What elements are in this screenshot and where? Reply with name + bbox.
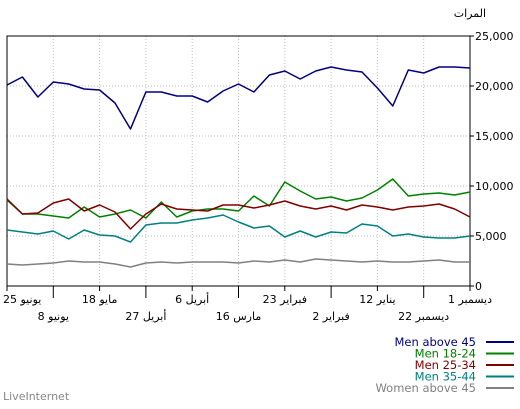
y-tick-label: 25,000 (475, 30, 514, 43)
x-tick-label: 2 فبراير (312, 310, 349, 323)
x-tick-label: 18 مايو (82, 293, 118, 306)
y-tick-label: 20,000 (475, 80, 514, 93)
series-line-3 (6, 198, 471, 230)
series-line-4 (6, 214, 471, 243)
y-tick-label: 15,000 (475, 130, 514, 143)
series-lines (6, 66, 471, 268)
x-tick-label: 12 يناير (359, 293, 395, 306)
legend-label: Men 35-44 (415, 370, 476, 384)
y-axis: 0 5,000 10,000 15,000 20,000 25,000 (470, 30, 514, 293)
series-line-1 (6, 66, 471, 130)
x-tick-label: 1 ديسمبر (448, 293, 492, 306)
x-tick-label: 8 يونيو (38, 310, 69, 323)
grid (7, 36, 470, 286)
x-tick-label: 16 مارس (216, 310, 262, 323)
y-axis-label: المرات (454, 7, 486, 20)
y-tick-label: 0 (475, 280, 482, 293)
series-line-2 (6, 178, 471, 219)
x-tick-label: 22 ديسمبر (398, 310, 449, 323)
x-tick-label: 23 فبراير (263, 293, 307, 306)
y-tick-label: 5,000 (475, 230, 507, 243)
legend-label: Men 18-24 (415, 347, 476, 361)
plot-frame (6, 35, 471, 287)
x-tick-label: 25 يونيو (3, 293, 41, 306)
legend-label: Men 25-34 (415, 358, 476, 372)
x-tick-label: 27 أبريل (125, 309, 166, 323)
legend-label: Men above 45 (395, 335, 477, 349)
y-tick-label: 10,000 (475, 180, 514, 193)
brand-label: LiveInternet (3, 390, 70, 403)
x-tick-label: 6 أبريل (175, 292, 209, 306)
series-line-5 (6, 258, 470, 268)
legend-label: Women above 45 (375, 381, 476, 395)
